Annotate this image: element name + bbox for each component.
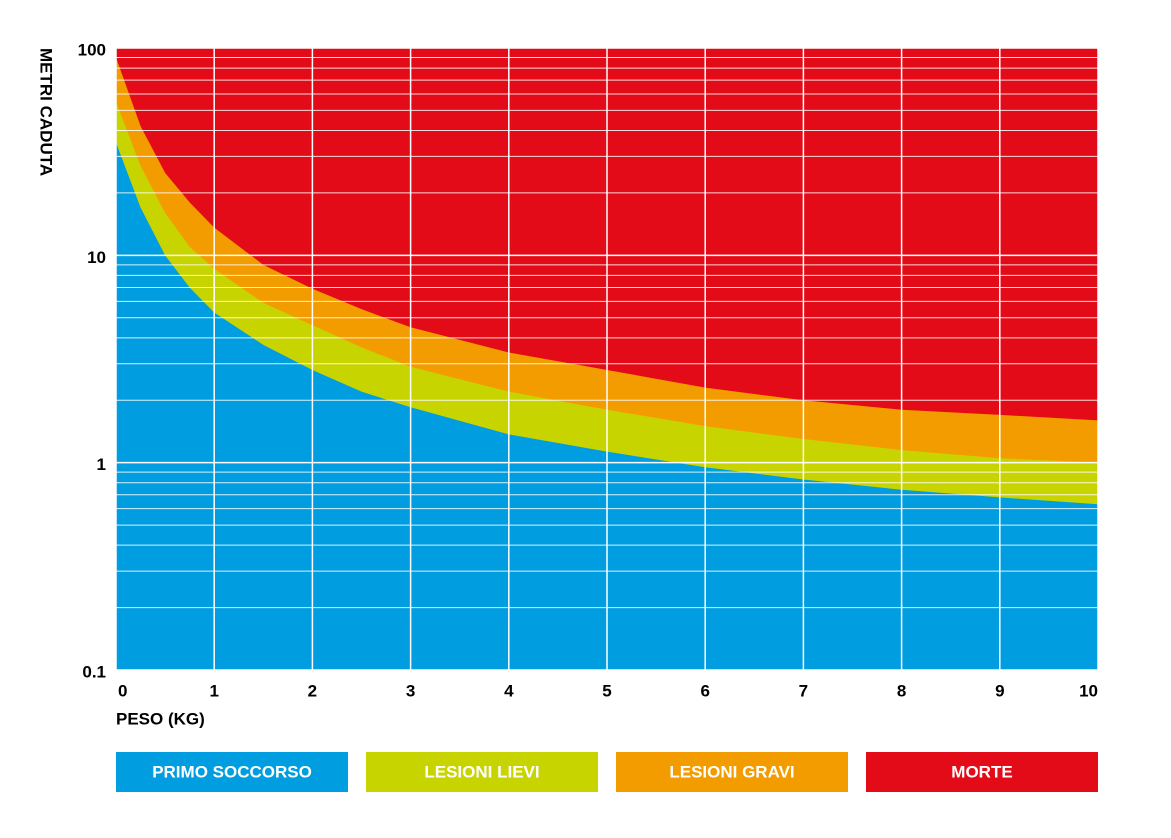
y-tick-label: 1 bbox=[97, 455, 106, 474]
legend-label: MORTE bbox=[951, 762, 1012, 781]
x-tick-label: 7 bbox=[799, 681, 808, 700]
legend-swatch bbox=[616, 752, 848, 792]
y-tick-label: 0.1 bbox=[82, 662, 106, 681]
x-axis-label: PESO (KG) bbox=[116, 709, 205, 728]
x-tick-label: 9 bbox=[995, 681, 1004, 700]
x-tick-label: 3 bbox=[406, 681, 415, 700]
area bbox=[116, 142, 1098, 670]
x-tick-label: 5 bbox=[602, 681, 611, 700]
legend-swatch bbox=[116, 752, 348, 792]
x-tick-label: 2 bbox=[308, 681, 317, 700]
x-tick-label: 10 bbox=[1079, 681, 1098, 700]
legend-label: LESIONI GRAVI bbox=[669, 762, 794, 781]
x-tick-label: 6 bbox=[700, 681, 709, 700]
x-tick-label: 0 bbox=[118, 681, 127, 700]
x-tick-label: 1 bbox=[209, 681, 218, 700]
legend-swatch bbox=[866, 752, 1098, 792]
legend-label: PRIMO SOCCORSO bbox=[152, 762, 312, 781]
y-tick-label: 10 bbox=[87, 248, 106, 267]
x-tick-label: 4 bbox=[504, 681, 514, 700]
x-tick-label: 8 bbox=[897, 681, 906, 700]
legend-label: LESIONI LIEVI bbox=[424, 762, 539, 781]
y-tick-label: 100 bbox=[78, 40, 106, 59]
legend-swatch bbox=[366, 752, 598, 792]
y-axis-label: METRI CADUTA bbox=[37, 48, 56, 176]
